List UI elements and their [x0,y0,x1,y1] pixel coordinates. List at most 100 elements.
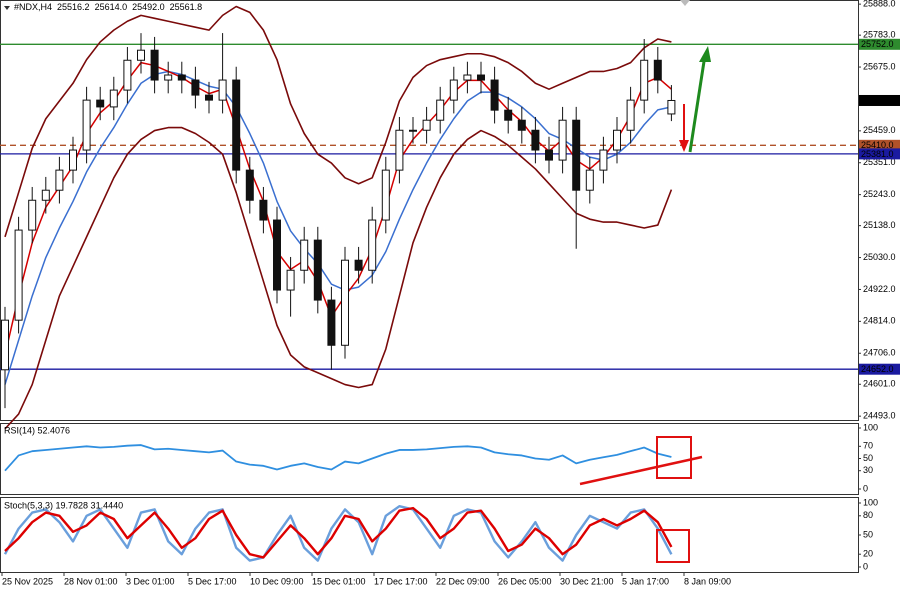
candle-body [368,219,377,271]
candle-body [613,129,621,151]
quote-value: 25492.0 [132,2,165,12]
candle-body [109,89,118,108]
candle-body [341,259,349,346]
up-arrow-head [699,46,711,62]
candle-body [205,94,213,101]
candle-body [490,79,499,111]
x-tick-label: 26 Dec 05:00 [498,576,552,586]
y-tick-label: 24922.0 [863,284,896,294]
candle-body [313,239,322,301]
y-tick-label: 25030.0 [863,252,896,262]
indicator-title: RSI(14) 52.4076 [4,425,70,435]
candle-body [572,119,581,191]
candle-body [436,99,445,121]
indicator-line [4,506,673,559]
y-tick-label: 30 [863,465,873,475]
y-tick-label: 24814.0 [863,316,896,326]
candle-body [259,199,268,221]
candle-body [273,219,281,291]
chart-header: #NDX,H4 25516.2 25614.0 25492.0 25561.8 [14,2,202,12]
y-tick-label: 80 [863,510,873,520]
level-tag [859,363,900,375]
y-tick-label: 25459.0 [863,125,896,135]
indicator-title: Stoch(5,3,3) 19.7828 31.4440 [4,500,123,510]
x-tick-label: 25 Nov 2025 [2,576,53,586]
y-tick-label: 25783.0 [863,30,896,40]
stoch-highlight [656,529,690,563]
candle-body [545,149,553,161]
candle-body [96,99,105,108]
x-tick-label: 10 Dec 09:00 [250,576,304,586]
candle-body [626,99,635,131]
rsi-highlight [656,436,692,479]
symbol-marker [4,6,10,10]
y-tick-label: 24601.0 [863,379,896,389]
y-tick-label: 24493.0 [863,411,896,421]
x-tick-label: 30 Dec 21:00 [560,576,614,586]
x-tick-label: 15 Dec 01:00 [312,576,366,586]
candle-body [640,59,649,101]
level-tag [859,148,900,160]
candle-body [55,169,64,191]
candle-body [69,149,77,171]
candle-body [218,79,227,101]
y-tick-label: 25351.0 [863,157,896,167]
x-tick-label: 17 Dec 17:00 [374,576,428,586]
y-tick-label: 25243.0 [863,189,896,199]
candle-body [422,119,431,131]
level-tag [859,38,900,50]
candle-body [232,79,241,171]
candle-body [558,119,567,161]
level-label: 25752.0 [861,39,894,49]
x-tick-label: 8 Jan 09:00 [684,576,731,586]
y-tick-label: 0 [863,561,868,571]
quote-value: 25561.8 [170,2,203,12]
candle-body [409,129,417,132]
indicator-line [4,126,673,430]
candle-body [327,299,336,346]
quote-value: 25614.0 [95,2,128,12]
indicator-line [3,505,673,562]
candle-body [82,99,91,151]
y-tick-label: 50 [863,529,873,539]
candle-body [137,49,145,61]
y-tick-label: 25888.0 [863,0,896,9]
level-label: 24652.0 [861,364,894,374]
indicator-line [4,5,672,238]
price-panel [0,0,859,421]
candle-body [667,99,676,115]
candle-body [463,74,472,81]
y-tick-label: 24706.0 [863,348,896,358]
candle-body [354,259,363,271]
x-tick-label: 28 Nov 01:00 [64,576,118,586]
candle-body [395,129,404,171]
x-tick-label: 5 Dec 17:00 [188,576,237,586]
candle-body [599,149,608,171]
down-arrow-head [679,140,689,152]
candle-body [41,189,50,201]
y-tick-label: 25138.0 [863,220,896,230]
candle-body [150,49,159,81]
candle-body [14,229,23,321]
y-tick-label: 50 [863,453,873,463]
candle-body [286,269,295,291]
level-tag [859,139,900,151]
y-tick-label: 25675.0 [863,61,896,71]
y-tick-label: 100 [863,497,878,507]
x-tick-label: 3 Dec 01:00 [126,576,175,586]
candle-body [164,74,173,81]
candle-body [531,129,540,151]
rsi-trendline [579,455,703,486]
indicator-line [4,444,672,472]
candle-body [191,79,200,96]
up-arrow [688,54,707,153]
symbol-title: #NDX,H4 [14,2,52,12]
candle-body [477,74,485,81]
candle-body [177,74,186,81]
candle-body [585,169,594,191]
level-label: 25410.0 [861,140,894,150]
candle-body [1,319,9,371]
x-tick-label: 22 Dec 09:00 [436,576,490,586]
